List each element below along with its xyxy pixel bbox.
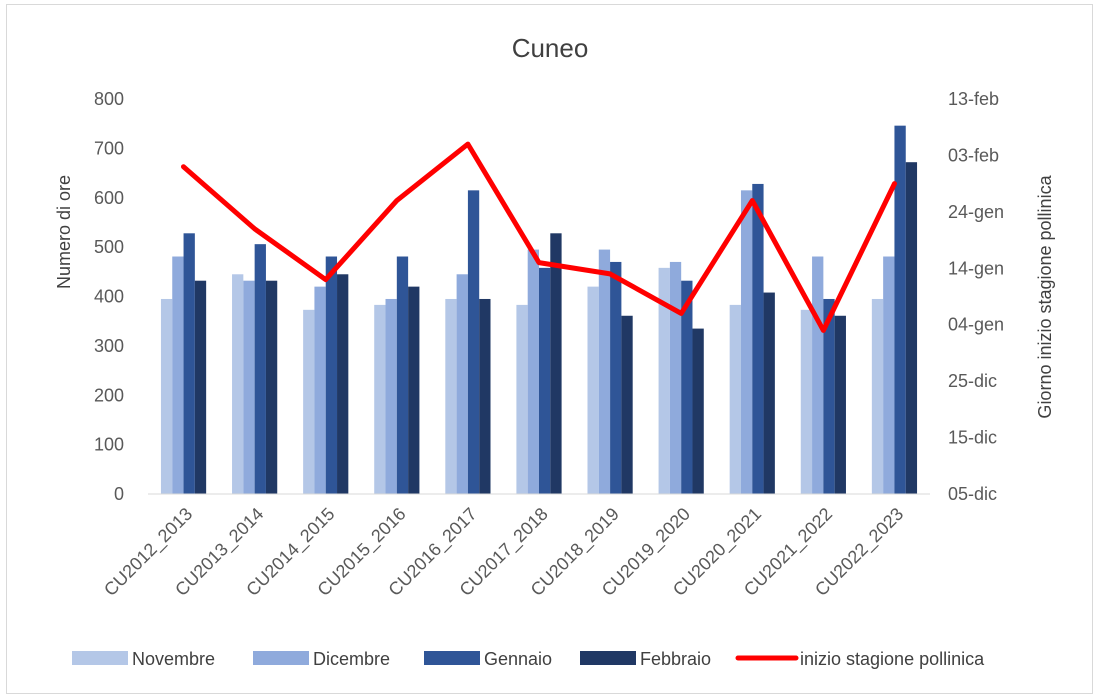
y-tick-label: 0 — [114, 484, 124, 504]
bar-febbraio — [621, 315, 633, 494]
bar-gennaio — [539, 267, 551, 494]
bar-gennaio — [325, 256, 338, 494]
bar-novembre — [871, 298, 884, 494]
bar-gennaio — [823, 298, 835, 494]
bar-febbraio — [550, 233, 562, 495]
bar-gennaio — [752, 183, 764, 494]
y-tick-label: 300 — [94, 336, 124, 356]
bar-dicembre — [172, 256, 184, 494]
legend-label: Novembre — [132, 649, 215, 669]
legend-swatch — [72, 651, 128, 665]
line-series — [181, 141, 897, 333]
legend-label: Gennaio — [484, 649, 552, 669]
bar-novembre — [729, 304, 741, 494]
legend-label: Febbraio — [640, 649, 711, 669]
bar-dicembre — [243, 280, 255, 494]
bar-dicembre — [456, 274, 468, 494]
y2-tick-label: 15-dic — [948, 428, 997, 448]
y-tick-label: 100 — [94, 435, 124, 455]
y2-axis-title: Giorno inizio stagione pollinica — [1035, 174, 1055, 418]
y2-tick-label: 04-gen — [948, 315, 1004, 335]
chart-title: Cuneo — [512, 33, 589, 63]
y-tick-label: 500 — [94, 237, 124, 257]
bar-dicembre — [527, 249, 539, 494]
y2-tick-label: 25-dic — [948, 371, 997, 391]
legend-label: Dicembre — [313, 649, 390, 669]
bar-novembre — [232, 274, 244, 494]
bar-gennaio — [183, 233, 195, 495]
y2-tick-label: 14-gen — [948, 258, 1004, 278]
bar-dicembre — [812, 256, 824, 494]
line-inizio-stagione-pollinica — [181, 141, 897, 333]
legend: Novembre Dicembre Gennaio Febbraio inizio st… — [72, 649, 985, 669]
bar-novembre — [303, 309, 315, 494]
y-tick-label: 200 — [94, 385, 124, 405]
bar-dicembre — [598, 249, 611, 494]
bar-novembre — [800, 309, 813, 494]
bar-febbraio — [265, 280, 278, 494]
bar-gennaio — [610, 261, 622, 494]
bar-dicembre — [385, 298, 397, 494]
bar-febbraio — [834, 315, 846, 494]
bar-gennaio — [467, 190, 480, 494]
bar-febbraio — [763, 292, 775, 494]
bar-febbraio — [194, 280, 207, 494]
legend-label: inizio stagione pollinica — [800, 649, 985, 669]
y-axis: 0 100 200 300 400 500 600 700 800 — [94, 89, 124, 504]
bar-febbraio — [408, 286, 420, 495]
bar-gennaio — [254, 244, 266, 494]
bar-dicembre — [740, 190, 753, 494]
bar-novembre — [374, 304, 386, 494]
y-axis-title: Numero di ore — [54, 175, 74, 289]
y2-tick-label: 05-dic — [948, 484, 997, 504]
y-tick-label: 800 — [94, 89, 124, 109]
legend-swatch — [424, 651, 480, 665]
x-axis: CU2012_2013CU2013_2014CU2014_2015CU2015_… — [100, 504, 908, 601]
bar-novembre — [516, 304, 528, 494]
bar-novembre — [587, 286, 599, 495]
bar-gennaio — [681, 280, 693, 494]
bar-febbraio — [479, 298, 491, 494]
bar-febbraio — [905, 162, 918, 494]
bar-dicembre — [669, 261, 682, 494]
y-tick-label: 400 — [94, 287, 124, 307]
legend-swatch — [253, 651, 309, 665]
y-tick-label: 600 — [94, 188, 124, 208]
y2-tick-label: 24-gen — [948, 202, 1004, 222]
bar-dicembre — [883, 256, 895, 494]
bar-febbraio — [692, 328, 704, 494]
bar-novembre — [445, 298, 457, 494]
legend-swatch — [580, 651, 636, 665]
bar-novembre — [160, 298, 173, 494]
bar-gennaio — [894, 125, 906, 494]
bar-gennaio — [396, 256, 409, 494]
bars — [160, 125, 918, 495]
bar-febbraio — [337, 274, 349, 494]
y2-tick-label: 13-feb — [948, 89, 999, 109]
y2-tick-label: 03-feb — [948, 145, 999, 165]
bar-novembre — [658, 267, 670, 494]
y2-axis: 05-dic 15-dic 25-dic 04-gen 14-gen 24-gen 03-f… — [948, 89, 1004, 504]
bar-dicembre — [314, 286, 326, 495]
y-tick-label: 700 — [94, 138, 124, 158]
